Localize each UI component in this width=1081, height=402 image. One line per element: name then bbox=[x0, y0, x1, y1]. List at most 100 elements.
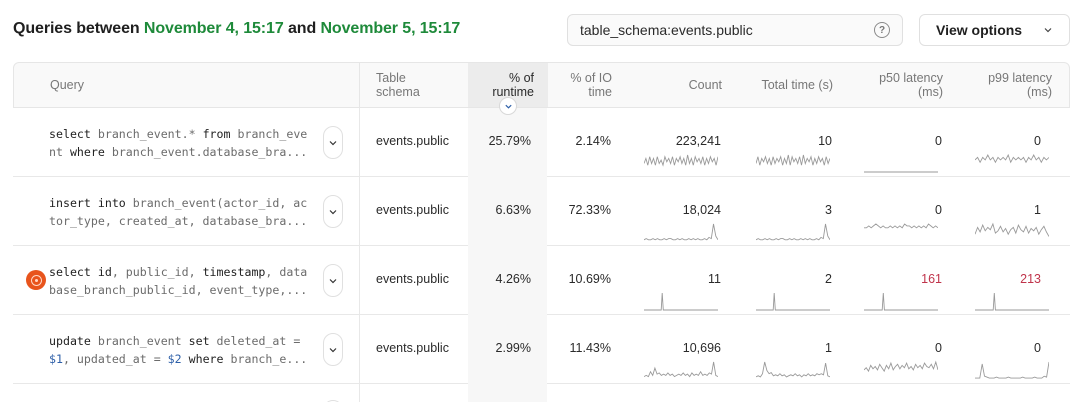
column-header-table-schema[interactable]: Table schema bbox=[376, 71, 420, 99]
table-schema-cell: events.public bbox=[376, 134, 449, 148]
column-divider bbox=[359, 315, 360, 384]
p99-latency-cell: 1 bbox=[1034, 203, 1041, 217]
sorted-column-band bbox=[468, 384, 547, 402]
query-token: select id bbox=[49, 265, 112, 279]
count-cell: 223,241 bbox=[675, 134, 721, 148]
p50-latency-cell: 0 bbox=[935, 134, 942, 148]
sorted-column-band bbox=[468, 108, 547, 177]
chevron-down-icon bbox=[329, 140, 337, 145]
query-text[interactable]: select branch_event.* from branch_eve nt… bbox=[49, 125, 319, 161]
io-time-percent-cell: 11.43% bbox=[569, 341, 611, 355]
query-token: , updated_at = bbox=[62, 352, 168, 366]
page-title: Queries between November 4, 15:17 and No… bbox=[13, 20, 460, 38]
query-text[interactable]: select id, public_id, timestamp, data ba… bbox=[49, 263, 319, 299]
question-circle-icon[interactable]: ? bbox=[874, 22, 890, 38]
expand-query-button[interactable] bbox=[323, 333, 343, 366]
query-token: , data bbox=[265, 265, 308, 279]
total-time-sparkline bbox=[756, 222, 830, 242]
query-text[interactable]: update branch_event set deleted_at = $1,… bbox=[49, 332, 319, 368]
sort-descending-button[interactable] bbox=[499, 97, 517, 115]
title-middle: and bbox=[283, 20, 321, 37]
view-options-label: View options bbox=[936, 22, 1023, 38]
column-header-count[interactable]: Count bbox=[688, 78, 722, 92]
column-divider bbox=[359, 177, 360, 246]
column-header-p99-latency[interactable]: p99 latency (ms) bbox=[988, 71, 1052, 99]
title-prefix: Queries between bbox=[13, 20, 144, 37]
p99-latency-cell: 0 bbox=[1034, 134, 1041, 148]
p50-latency-sparkline bbox=[864, 360, 938, 380]
query-text[interactable]: insert into branch_event(actor_id, ac to… bbox=[49, 194, 319, 230]
table-row[interactable]: update branch_event set deleted_at = $1,… bbox=[13, 315, 1070, 384]
runtime-percent-cell: 25.79% bbox=[488, 134, 531, 148]
expand-query-button[interactable] bbox=[323, 264, 343, 297]
query-token: nt bbox=[49, 145, 70, 159]
p50-latency-cell: 0 bbox=[935, 341, 942, 355]
count-sparkline bbox=[644, 360, 718, 380]
column-header-runtime[interactable]: % of runtime bbox=[468, 63, 548, 115]
end-time-link[interactable]: November 5, 15:17 bbox=[320, 20, 461, 37]
query-token: from bbox=[202, 127, 231, 141]
column-header-total-time[interactable]: Total time (s) bbox=[761, 78, 833, 92]
runtime-percent-cell: 2.99% bbox=[495, 341, 531, 355]
count-sparkline bbox=[644, 291, 718, 311]
table-row[interactable]: select id, public_id, timestamp, data ba… bbox=[13, 246, 1070, 315]
query-token: set bbox=[188, 334, 210, 348]
column-divider bbox=[359, 63, 360, 107]
query-token: branch_event(actor_id, ac bbox=[125, 196, 308, 210]
p99-latency-sparkline bbox=[975, 222, 1049, 242]
query-token: select bbox=[49, 127, 91, 141]
chevron-down-icon bbox=[504, 104, 512, 109]
query-token: base_branch_public_id, event_type,... bbox=[49, 283, 308, 297]
start-time-link[interactable]: November 4, 15:17 bbox=[143, 20, 284, 37]
chevron-down-icon bbox=[329, 347, 337, 352]
alert-target-icon[interactable] bbox=[26, 270, 46, 290]
count-cell: 10,696 bbox=[682, 341, 721, 355]
total-time-sparkline bbox=[756, 360, 830, 380]
expand-query-button[interactable] bbox=[323, 126, 343, 159]
query-token: branch_e... bbox=[223, 352, 308, 366]
query-token: branch_event bbox=[90, 334, 189, 348]
total-time-sparkline bbox=[756, 153, 830, 173]
table-row-partial[interactable] bbox=[13, 384, 1070, 402]
column-header-p50-latency[interactable]: p50 latency (ms) bbox=[879, 71, 943, 99]
count-sparkline bbox=[644, 222, 718, 242]
total-time-sparkline bbox=[756, 291, 830, 311]
total-time-cell: 1 bbox=[825, 341, 832, 355]
view-options-button[interactable]: View options bbox=[919, 14, 1070, 46]
search-box[interactable]: ? bbox=[567, 14, 903, 46]
io-time-percent-cell: 2.14% bbox=[575, 134, 611, 148]
p50-latency-sparkline bbox=[864, 153, 938, 173]
table-schema-cell: events.public bbox=[376, 341, 449, 355]
query-token: branch_event.* bbox=[90, 127, 203, 141]
query-token: $2 bbox=[167, 352, 182, 366]
query-token: branch_eve bbox=[230, 127, 308, 141]
p50-latency-sparkline bbox=[864, 222, 938, 242]
io-time-percent-cell: 72.33% bbox=[568, 203, 611, 217]
runtime-percent-cell: 4.26% bbox=[495, 272, 531, 286]
query-token: where bbox=[181, 352, 224, 366]
io-time-percent-cell: 10.69% bbox=[568, 272, 611, 286]
column-header-query[interactable]: Query bbox=[50, 78, 85, 92]
column-divider bbox=[359, 384, 360, 402]
total-time-cell: 3 bbox=[825, 203, 832, 217]
chevron-down-icon bbox=[329, 278, 337, 283]
p50-latency-cell: 0 bbox=[935, 203, 942, 217]
expand-query-button[interactable] bbox=[323, 195, 343, 228]
p99-latency-sparkline bbox=[975, 360, 1049, 380]
count-cell: 18,024 bbox=[682, 203, 721, 217]
sorted-column-band bbox=[468, 315, 547, 384]
page-header: Queries between November 4, 15:17 and No… bbox=[0, 0, 1081, 62]
query-token: where bbox=[69, 145, 105, 159]
table-body: select branch_event.* from branch_eve nt… bbox=[13, 108, 1070, 402]
column-header-io-time[interactable]: % of IO time bbox=[570, 71, 612, 99]
search-input[interactable] bbox=[580, 22, 874, 38]
table-row[interactable]: insert into branch_event(actor_id, ac to… bbox=[13, 177, 1070, 246]
query-token: timestamp bbox=[202, 265, 266, 279]
p99-latency-sparkline bbox=[975, 153, 1049, 173]
p50-latency-cell: 161 bbox=[921, 272, 942, 286]
sorted-column-band bbox=[468, 177, 547, 246]
p99-latency-sparkline bbox=[975, 291, 1049, 311]
count-cell: 11 bbox=[708, 272, 721, 286]
query-token: deleted_at = bbox=[209, 334, 301, 348]
table-row[interactable]: select branch_event.* from branch_eve nt… bbox=[13, 108, 1070, 177]
